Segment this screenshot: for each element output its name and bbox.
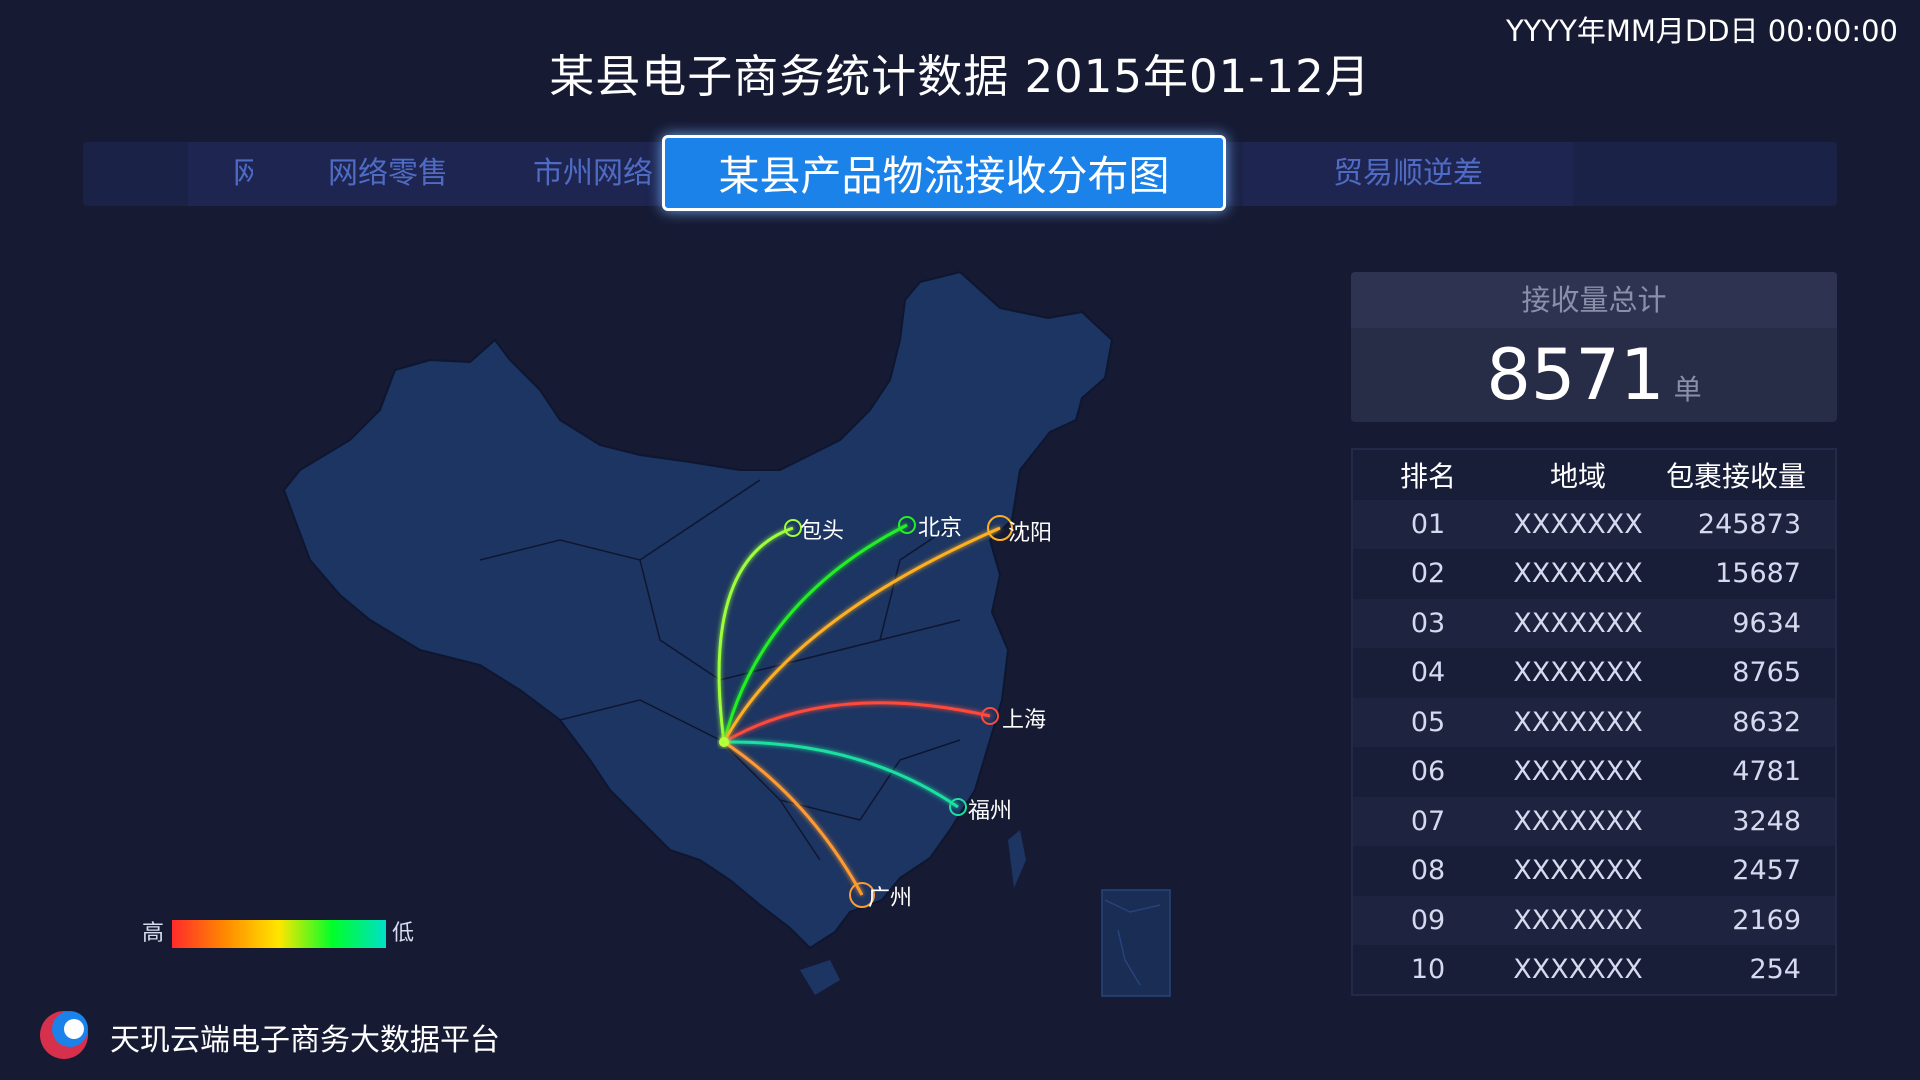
route-line bbox=[723, 740, 864, 896]
route-line bbox=[723, 701, 991, 744]
region-cell: XXXXXXX bbox=[1513, 558, 1643, 590]
table-row: 03 XXXXXXX 9634 bbox=[1353, 598, 1835, 648]
table-row: 02 XXXXXXX 15687 bbox=[1353, 549, 1835, 599]
origin-marker-icon bbox=[719, 737, 729, 747]
city-marker-icon bbox=[849, 882, 875, 908]
volume-cell: 3248 bbox=[1732, 805, 1801, 837]
logistics-routes bbox=[717, 523, 1001, 896]
table-row: 05 XXXXXXX 8632 bbox=[1353, 697, 1835, 747]
tab-logistics-map[interactable]: 某县产品物流接收分布图 bbox=[662, 135, 1226, 211]
page-title: 某县电子商务统计数据 2015年01-12月 bbox=[549, 50, 1371, 103]
city-marker-icon bbox=[898, 516, 916, 534]
rank-cell: 09 bbox=[1410, 904, 1446, 936]
legend-gradient-bar bbox=[172, 920, 386, 948]
total-card: 接收量总计 8571 单 bbox=[1351, 272, 1837, 422]
rank-cell: 03 bbox=[1410, 607, 1446, 639]
legend-low-label: 低 bbox=[392, 921, 415, 946]
tab-trade-balance[interactable]: 贸易顺逆差 bbox=[1243, 142, 1573, 206]
table-row: 04 XXXXXXX 8765 bbox=[1353, 648, 1835, 698]
rank-cell: 06 bbox=[1410, 756, 1446, 788]
city-marker-icon bbox=[987, 515, 1013, 541]
rank-cell: 07 bbox=[1410, 805, 1446, 837]
table-header: 排名 地域 包裹接收量 bbox=[1353, 450, 1835, 500]
city-label: 广州 bbox=[868, 886, 912, 911]
city-marker-icon bbox=[949, 798, 967, 816]
total-value: 8571 bbox=[1486, 334, 1665, 416]
tab-city-network[interactable]: 市州网络 bbox=[523, 142, 663, 206]
region-cell: XXXXXXX bbox=[1513, 805, 1643, 837]
total-unit: 单 bbox=[1673, 373, 1702, 406]
volume-cell: 245873 bbox=[1697, 508, 1801, 540]
volume-cell: 4781 bbox=[1732, 756, 1801, 788]
legend-high-label: 高 bbox=[142, 921, 165, 946]
route-line bbox=[722, 523, 908, 743]
region-cell: XXXXXXX bbox=[1513, 904, 1643, 936]
table-row: 08 XXXXXXX 2457 bbox=[1353, 846, 1835, 896]
route-line bbox=[717, 526, 794, 743]
column-header-rank: 排名 bbox=[1399, 459, 1456, 493]
column-header-region: 地域 bbox=[1549, 459, 1606, 493]
tab-bar: 网络 网络零售 市州网络 贸易顺逆差 bbox=[83, 142, 1837, 206]
hainan-island bbox=[800, 960, 840, 995]
ranking-table: 排名 地域 包裹接收量 01 XXXXXXX 245873 02 XXXXXXX 1568… bbox=[1351, 448, 1837, 996]
city-marker-icon bbox=[784, 519, 802, 537]
rank-cell: 04 bbox=[1410, 657, 1446, 689]
region-cell: XXXXXXX bbox=[1513, 706, 1643, 738]
volume-cell: 2457 bbox=[1732, 855, 1801, 887]
rank-cell: 08 bbox=[1410, 855, 1446, 887]
region-cell: XXXXXXX bbox=[1513, 657, 1643, 689]
volume-cell: 15687 bbox=[1715, 558, 1801, 590]
route-line bbox=[722, 526, 1001, 743]
platform-name: 天玑云端电子商务大数据平台 bbox=[110, 1023, 500, 1058]
rank-cell: 10 bbox=[1410, 954, 1446, 986]
column-header-volume: 包裹接收量 bbox=[1665, 459, 1806, 493]
platform-logo-icon bbox=[40, 1011, 88, 1059]
city-label: 上海 bbox=[1002, 708, 1046, 733]
region-cell: XXXXXXX bbox=[1513, 508, 1643, 540]
volume-cell: 9634 bbox=[1732, 607, 1801, 639]
city-marker-icon bbox=[981, 707, 999, 725]
platform-footer: 天玑云端电子商务大数据平台 bbox=[30, 1005, 500, 1061]
rank-cell: 01 bbox=[1410, 508, 1446, 540]
china-province-borders bbox=[479, 479, 961, 861]
rank-cell: 02 bbox=[1410, 558, 1446, 590]
city-label: 北京 bbox=[918, 516, 962, 541]
rank-cell: 05 bbox=[1410, 706, 1446, 738]
china-landmass bbox=[282, 270, 1114, 950]
region-cell: XXXXXXX bbox=[1513, 855, 1643, 887]
city-label: 沈阳 bbox=[1008, 521, 1052, 546]
table-row: 06 XXXXXXX 4781 bbox=[1353, 747, 1835, 797]
volume-cell: 2169 bbox=[1732, 904, 1801, 936]
table-row: 09 XXXXXXX 2169 bbox=[1353, 895, 1835, 945]
volume-cell: 254 bbox=[1749, 954, 1801, 986]
taiwan-island bbox=[1008, 830, 1026, 888]
south-china-sea-inset bbox=[1101, 889, 1171, 997]
city-label: 包头 bbox=[800, 519, 844, 544]
volume-cell: 8632 bbox=[1732, 706, 1801, 738]
volume-cell: 8765 bbox=[1732, 657, 1801, 689]
route-line bbox=[723, 740, 959, 809]
region-cell: XXXXXXX bbox=[1513, 954, 1643, 986]
clock-readout: YYYY年MM月DD日 00:00:00 bbox=[1505, 14, 1898, 48]
table-row: 07 XXXXXXX 3248 bbox=[1353, 796, 1835, 846]
total-label: 接收量总计 bbox=[1351, 272, 1837, 328]
inset-coastline bbox=[1104, 899, 1161, 986]
region-cell: XXXXXXX bbox=[1513, 756, 1643, 788]
region-cell: XXXXXXX bbox=[1513, 607, 1643, 639]
city-label: 福州 bbox=[968, 799, 1012, 824]
table-row: 01 XXXXXXX 245873 bbox=[1353, 499, 1835, 549]
table-row: 10 XXXXXXX 254 bbox=[1353, 945, 1835, 995]
tab-network-retail[interactable]: 网络零售 bbox=[253, 142, 523, 206]
